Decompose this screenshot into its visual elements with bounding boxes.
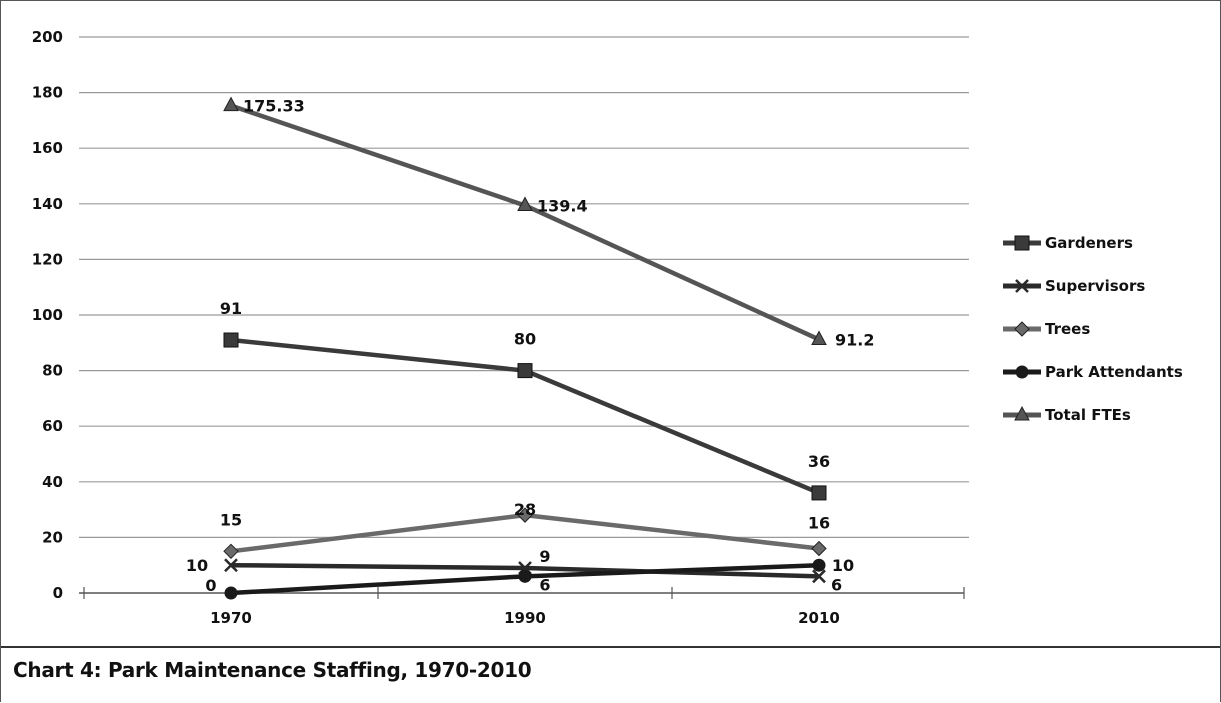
legend-item: Supervisors [1003, 277, 1145, 295]
y-tick-label: 0 [53, 584, 63, 602]
y-tick-label: 140 [32, 195, 63, 213]
data-label: 0 [205, 576, 216, 595]
series-line [230, 103, 820, 342]
data-label: 139.4 [537, 196, 588, 215]
x-tick-label: 1970 [210, 609, 252, 627]
data-label: 175.33 [243, 97, 305, 116]
marker-x [1015, 279, 1029, 293]
marker-x [224, 558, 238, 573]
marker-diamond [223, 543, 239, 560]
y-tick-label: 100 [32, 306, 63, 324]
marker-square [1014, 235, 1030, 251]
data-label: 28 [514, 500, 536, 519]
data-label: 10 [832, 556, 854, 575]
data-label: 15 [220, 510, 242, 529]
legend-item: Park Attendants [1003, 363, 1183, 381]
legend-item: Total FTEs [1003, 405, 1131, 424]
x-tick-label: 1990 [504, 609, 546, 627]
data-label: 36 [808, 452, 830, 471]
marker-x [812, 569, 826, 584]
x-tick-label: 2010 [798, 609, 840, 627]
data-label: 6 [831, 575, 842, 594]
series-gardeners: 91 80 36 [220, 299, 830, 501]
caption-bar: Chart 4: Park Maintenance Staffing, 1970… [1, 646, 1220, 703]
marker-diamond [1014, 321, 1030, 337]
y-tick-label: 200 [32, 28, 63, 46]
series-trees: 15 28 16 [220, 500, 830, 560]
marker-diamond [811, 540, 827, 557]
series-park-attendants: 0 610 [205, 556, 854, 600]
data-label: 91 [220, 299, 242, 318]
marker-triangle [1014, 405, 1030, 421]
data-label: 10 [186, 556, 208, 575]
data-label: 16 [808, 514, 830, 533]
marker-circle [224, 586, 238, 600]
legend: Gardeners Supervisors Trees Park Attendants… [1003, 234, 1183, 424]
data-label: 91.2 [835, 330, 874, 349]
series-supervisors: 10 9 6 [186, 547, 842, 594]
legend-label: Park Attendants [1045, 363, 1183, 381]
chart-caption: Chart 4: Park Maintenance Staffing, 1970… [13, 658, 532, 682]
gridlines [79, 36, 969, 539]
legend-label: Trees [1045, 320, 1090, 338]
y-tick-label: 60 [42, 417, 63, 435]
legend-label: Total FTEs [1045, 406, 1131, 424]
y-tick-label: 40 [42, 473, 63, 491]
series-total-ftes: 175.33 139.4 91.2 [223, 96, 874, 349]
marker-triangle [811, 330, 827, 345]
marker-triangle [517, 196, 533, 211]
legend-item: Gardeners [1003, 234, 1133, 252]
y-tick-label: 20 [42, 528, 63, 546]
marker-square [517, 363, 533, 379]
data-label: 6 [539, 575, 550, 594]
legend-item: Trees [1003, 320, 1090, 338]
marker-diamond [517, 507, 533, 523]
marker-circle [518, 569, 532, 583]
data-label: 80 [514, 330, 536, 349]
legend-label: Gardeners [1045, 234, 1133, 252]
y-tick-label: 180 [32, 84, 63, 102]
marker-square [811, 485, 827, 501]
data-label: 9 [539, 547, 550, 566]
legend-label: Supervisors [1045, 277, 1145, 295]
marker-square [223, 332, 239, 348]
marker-triangle [223, 96, 239, 112]
marker-circle [812, 558, 826, 572]
marker-circle [1015, 365, 1029, 379]
y-tick-label: 160 [32, 139, 63, 157]
y-tick-label: 80 [42, 362, 63, 380]
y-tick-label: 120 [32, 250, 63, 268]
series-line [230, 337, 820, 495]
